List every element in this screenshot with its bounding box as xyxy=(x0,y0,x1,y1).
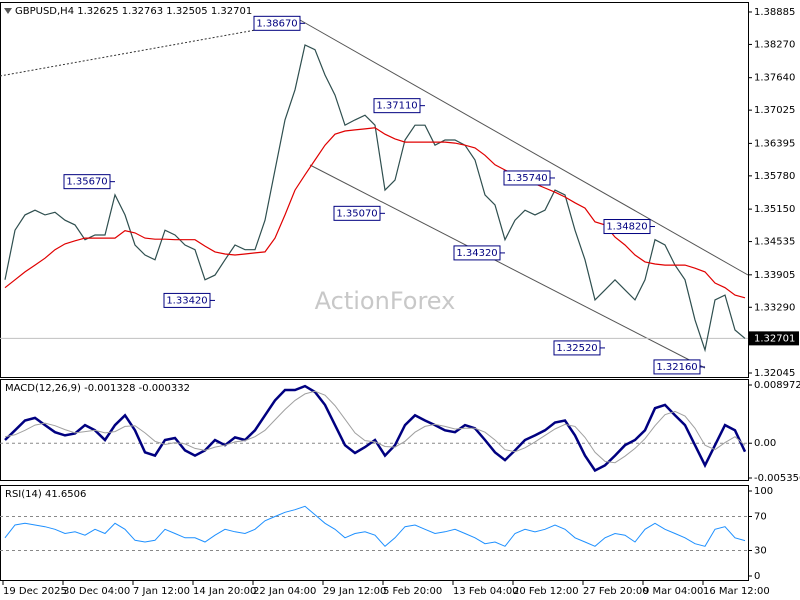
annotation-label: 1.33420 xyxy=(166,295,207,306)
x-tick-label: 16 Mar 12:00 xyxy=(703,586,770,597)
last-price-box xyxy=(749,331,799,346)
y-tick-label: -0.005356 xyxy=(754,473,800,484)
x-tick-label: 13 Feb 04:00 xyxy=(453,586,519,597)
annotation-box xyxy=(63,174,111,190)
x-tick-label: 9 Mar 04:00 xyxy=(643,586,703,597)
channel-upper xyxy=(299,19,749,276)
annotation-box xyxy=(163,292,211,308)
dotted-trendline xyxy=(0,21,301,77)
annotation-box xyxy=(553,340,601,356)
y-tick-label: 1.35150 xyxy=(754,204,795,215)
price-panel xyxy=(0,2,749,378)
annotation-label: 1.35070 xyxy=(336,208,377,219)
x-tick-label: 7 Jan 12:00 xyxy=(133,586,190,597)
annotation-box xyxy=(653,359,701,375)
y-tick-label: 0.00 xyxy=(754,438,776,449)
y-tick-label: 0 xyxy=(754,571,760,582)
y-tick-label: 100 xyxy=(754,486,773,497)
y-tick-label: 30 xyxy=(754,546,767,557)
y-tick-label: 1.33905 xyxy=(754,270,795,281)
series-line xyxy=(4,44,746,353)
annotation-box xyxy=(503,170,551,186)
annotation-box xyxy=(253,15,301,31)
macd-panel xyxy=(0,379,749,481)
annotation-label: 1.34320 xyxy=(456,248,497,259)
annotation-box xyxy=(333,205,381,221)
annotation-label: 1.34820 xyxy=(606,222,647,233)
annotation-box xyxy=(603,219,651,235)
annotation-label: 1.32520 xyxy=(556,343,597,354)
x-tick-label: 5 Feb 20:00 xyxy=(383,586,442,597)
annotation-label: 1.38670 xyxy=(256,18,297,29)
x-tick-label: 20 Feb 12:00 xyxy=(513,586,579,597)
y-tick-label: 1.34535 xyxy=(754,237,795,248)
watermark: ActionForex xyxy=(315,287,456,315)
y-tick-label: 1.38885 xyxy=(754,7,795,18)
y-tick-label: 1.37640 xyxy=(754,73,795,84)
annotation-label: 1.32160 xyxy=(656,362,697,373)
trendlines xyxy=(0,19,749,369)
annotation-box xyxy=(373,98,421,114)
x-tick-label: 27 Feb 20:00 xyxy=(583,586,649,597)
rsi-title: RSI(14) 41.6506 xyxy=(5,489,86,500)
last-price-label: 1.32701 xyxy=(754,333,795,344)
y-tick-label: 1.32045 xyxy=(754,368,795,379)
x-tick-label: 29 Jan 12:00 xyxy=(323,586,386,597)
y-tick-label: 70 xyxy=(754,512,767,523)
series-line xyxy=(4,127,746,299)
macd-title: MACD(12,26,9) -0.001328 -0.000332 xyxy=(5,383,190,394)
annotation-box xyxy=(453,245,501,261)
y-tick-label: 0.008972 xyxy=(754,380,800,391)
annotation-label: 1.37110 xyxy=(376,101,417,112)
y-tick-label: 1.38270 xyxy=(754,39,795,50)
series-line xyxy=(4,390,746,464)
chart-title: GBPUSD,H4 1.32625 1.32763 1.32505 1.3270… xyxy=(15,6,252,17)
annotation-label: 1.35670 xyxy=(66,177,107,188)
channel-lower xyxy=(309,164,706,369)
y-tick-label: 1.33290 xyxy=(754,302,795,313)
series-line xyxy=(4,505,746,547)
annotation-label: 1.35740 xyxy=(506,173,547,184)
x-tick-label: 19 Dec 2025 xyxy=(3,586,67,597)
y-tick-label: 1.37025 xyxy=(754,105,795,116)
y-tick-label: 1.35780 xyxy=(754,171,795,182)
rsi-panel xyxy=(0,485,749,581)
x-tick-label: 14 Jan 20:00 xyxy=(193,586,256,597)
series-line xyxy=(4,384,747,473)
y-tick-label: 1.36395 xyxy=(754,138,795,149)
x-tick-label: 22 Jan 04:00 xyxy=(253,586,316,597)
symbol-icon xyxy=(4,8,12,14)
x-tick-label: 30 Dec 04:00 xyxy=(63,586,130,597)
